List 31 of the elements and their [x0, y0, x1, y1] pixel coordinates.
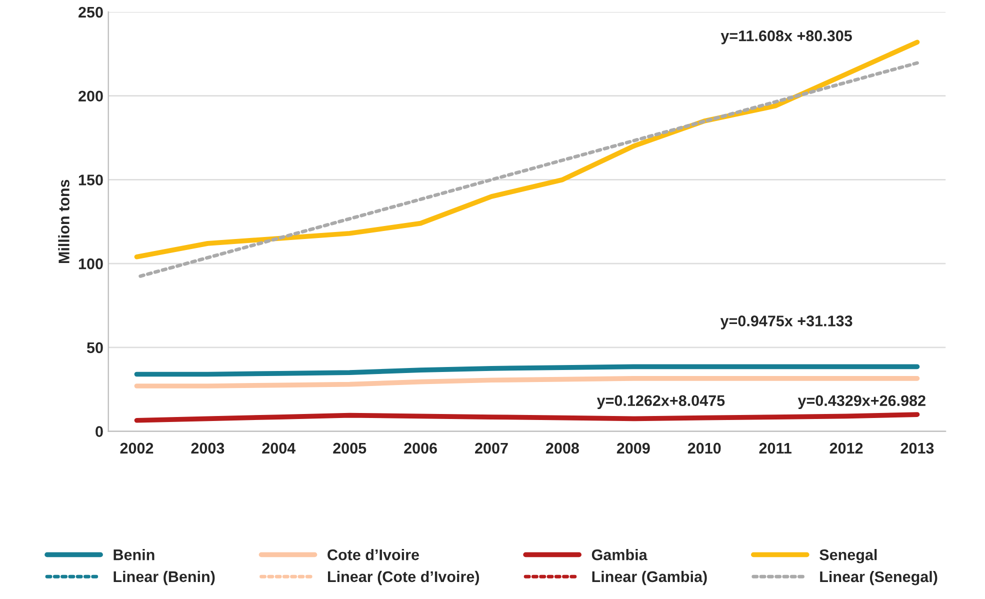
legend-label: Cote d’Ivoire: [328, 548, 419, 560]
y-tick-label: 50: [86, 342, 103, 354]
x-tick-label: 2008: [546, 442, 579, 454]
annotation: y=11.608x +80.305: [720, 30, 852, 44]
x-tick-label: 2002: [120, 442, 154, 454]
x-tick-label: 2010: [688, 442, 721, 454]
y-axis-title: Million tons: [58, 180, 70, 264]
annotation: y=0.4329x+26.982: [798, 395, 926, 410]
annotation: y=0.9475x +31.133: [720, 316, 852, 330]
x-tick-label: 2005: [333, 442, 366, 454]
legend-label: Linear (Cote d’Ivoire): [328, 570, 480, 586]
x-tick-label: 2007: [475, 442, 508, 454]
annotation: y=0.1262x+8.0475: [596, 395, 725, 410]
legend-label: Linear (Gambia): [592, 570, 707, 586]
y-tick-label: 250: [78, 6, 103, 18]
x-tick-label: 2013: [900, 442, 934, 454]
x-tick-label: 2011: [759, 442, 792, 454]
y-tick-label: 0: [96, 426, 103, 437]
x-tick-label: 2003: [191, 442, 224, 454]
y-tick-label: 150: [78, 174, 103, 186]
legend-label: Linear (Senegal): [820, 570, 938, 586]
legend-label: Senegal: [820, 548, 877, 564]
legend-label: Gambia: [592, 548, 648, 560]
x-tick-label: 2009: [616, 442, 650, 454]
x-tick-label: 2006: [404, 442, 437, 454]
legend-label: Linear (Benin): [114, 570, 215, 586]
y-tick-label: 200: [78, 90, 103, 102]
y-tick-label: 100: [78, 258, 103, 270]
legend-label: Benin: [114, 548, 154, 560]
x-tick-label: 2004: [262, 442, 296, 454]
x-tick-label: 2012: [830, 442, 863, 454]
